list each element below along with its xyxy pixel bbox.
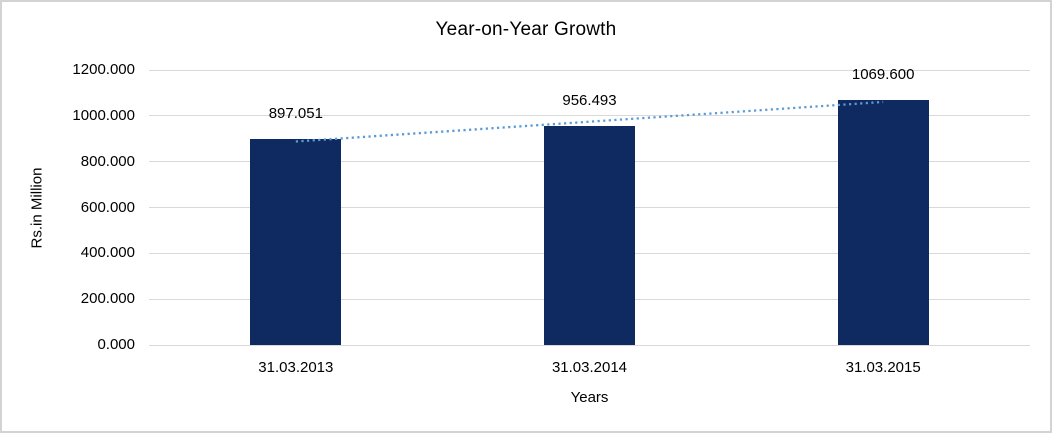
y-tick-label: 1000.000 [72, 106, 135, 124]
x-tick-label: 31.03.2014 [551, 359, 628, 376]
bar [837, 99, 929, 345]
bar-data-label: 1069.600 [851, 65, 915, 83]
y-tick-label: 400.000 [80, 244, 135, 262]
gridline [149, 69, 1030, 71]
y-tick-label: 800.000 [80, 152, 135, 170]
bar [250, 139, 342, 345]
x-tick-label: 31.03.2013 [258, 359, 334, 376]
y-tick-label: 600.000 [80, 198, 135, 216]
bar-data-label: 897.051 [268, 105, 323, 123]
bar-data-label: 956.493 [562, 91, 617, 109]
y-tick-label: 1200.000 [72, 61, 135, 78]
y-tick-label: 200.000 [80, 290, 135, 308]
chart-title: Year-on-Year Growth [435, 19, 617, 40]
bar [544, 125, 635, 345]
y-tick-label: 0.000 [97, 336, 135, 353]
x-axis-title: Years [570, 389, 609, 406]
gridline [149, 344, 1030, 346]
x-tick-label: 31.03.2015 [845, 359, 921, 376]
